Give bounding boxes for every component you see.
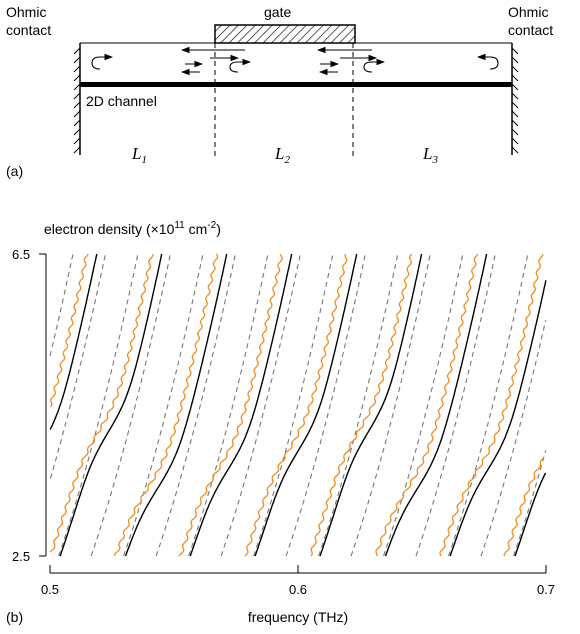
black-mode-curve-8 [384, 253, 488, 557]
x-tick-label-0-5: 0.5 [41, 582, 59, 597]
orange-mode-curve-10 [503, 457, 545, 556]
dashed-mode-curve-4 [49, 253, 106, 479]
black-mode-curve-9 [449, 280, 547, 557]
dashed-mode-curve-10 [220, 253, 301, 557]
dashed-mode-curve-7 [123, 253, 204, 557]
ohmic-contact-right-label-2: contact [508, 22, 553, 38]
gate-label: gate [264, 4, 291, 20]
x-axis-title: frequency (THz) [248, 609, 348, 625]
section-label-l1: L1 [131, 144, 147, 166]
channel-label: 2D channel [86, 93, 157, 109]
orange-mode-curve-8 [375, 253, 479, 557]
ohmic-contact-left [73, 43, 81, 155]
orange-mode-curve-5 [178, 253, 283, 557]
orange-mode-curve-6 [244, 253, 348, 557]
black-mode-curve-3 [59, 253, 163, 557]
dashed-mode-curve-3 [49, 253, 74, 357]
plasmon-arrows [91, 46, 499, 76]
dashed-mode-curve-19 [512, 450, 547, 557]
x-tick-label-0-6: 0.6 [289, 582, 307, 597]
black-mode-curve-5 [189, 253, 293, 557]
ohmic-contact-right-label-1: Ohmic [508, 4, 548, 20]
dashed-mode-curve-6 [90, 253, 171, 557]
y-axis-title: electron density (×1011 cm-2) [44, 220, 221, 237]
dashed-mode-curve-14 [350, 253, 431, 557]
dashed-mode-curve-9 [188, 253, 269, 557]
orange-mode-curve-3 [49, 254, 154, 553]
mode-curves [49, 253, 547, 557]
black-mode-curve-2 [49, 253, 98, 430]
black-mode-curve-10 [514, 472, 547, 557]
y-tick-label-2-5: 2.5 [12, 549, 30, 564]
black-mode-curve-6 [254, 253, 358, 557]
dashed-mode-curve-18 [480, 319, 547, 557]
orange-mode-curve-2 [50, 253, 89, 408]
gate-electrode [214, 24, 356, 44]
orange-mode-curve-7 [310, 253, 413, 557]
panel-label-b: (b) [6, 609, 23, 625]
dashed-mode-curve-11 [253, 253, 334, 557]
section-label-l3: L3 [422, 144, 438, 166]
dashed-mode-curve-12 [285, 253, 366, 557]
chart: electron density (×1011 cm-2) 6.5 2.5 0.… [6, 220, 555, 625]
dashed-mode-curve-15 [383, 253, 464, 557]
dashed-mode-curve-5 [58, 253, 139, 557]
panel-label-a: (a) [6, 163, 23, 179]
ohmic-contact-left-label-2: contact [6, 22, 51, 38]
section-label-l2: L2 [274, 144, 290, 166]
black-mode-curve-7 [319, 253, 423, 557]
dashed-mode-curve-8 [155, 253, 236, 557]
black-mode-curve-4 [124, 253, 228, 557]
ohmic-contact-left-label-1: Ohmic [6, 4, 46, 20]
x-tick-label-0-7: 0.7 [537, 582, 555, 597]
dashed-mode-curve-17 [447, 253, 529, 557]
y-tick-label-6-5: 6.5 [12, 247, 30, 262]
device-diagram: Ohmic contact Ohmic contact gate [6, 4, 553, 179]
dashed-mode-curve-13 [318, 253, 399, 557]
dashed-mode-curve-16 [415, 253, 496, 557]
orange-mode-curve-4 [113, 253, 219, 557]
two-d-channel [80, 82, 512, 87]
ohmic-contact-right [511, 43, 519, 155]
orange-mode-curve-9 [439, 253, 544, 557]
